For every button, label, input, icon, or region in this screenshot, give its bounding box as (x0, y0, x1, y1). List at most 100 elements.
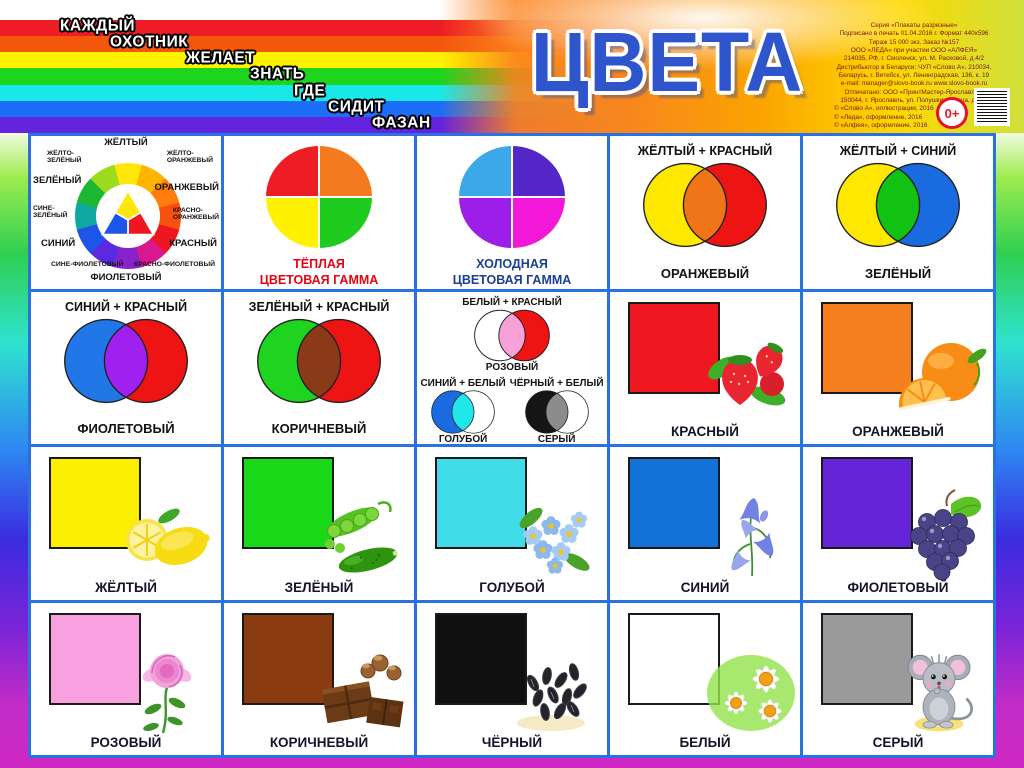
mix-formula: ЖЁЛТЫЙ + КРАСНЫЙ (637, 144, 773, 158)
wheel-label: ОРАНЖЕВЫЙ (154, 182, 219, 193)
card-label: СЕРЫЙ (872, 735, 924, 750)
publisher-line: Дистрибьютор в Беларуси: ЧУП «Слово А», … (836, 63, 992, 71)
mix-blue-white: СИНИЙ + БЕЛЫЙ ГОЛУБОЙ (420, 373, 505, 445)
copyright-line: © «Алфея», оформление, 2016 (834, 121, 928, 129)
cell-card-white: БЕЛЫЙ (610, 602, 800, 755)
publisher-line: Отпечатано: ООО «ПринтМастер-Ярославль», (844, 88, 984, 96)
cell-mix-green-red: ЗЕЛЁНЫЙ + КРАСНЫЙ КОРИЧНЕВЫЙ (224, 291, 414, 444)
color-square (821, 612, 913, 705)
color-square (242, 612, 334, 705)
publisher-line: e-mail: manager@slovo-book.ru www.slovo-… (840, 80, 988, 88)
color-square (628, 301, 720, 394)
header-glow (470, 0, 940, 70)
cell-card-orange: ОРАНЖЕВЫЙ (803, 291, 993, 444)
mix-formula: ЖЁЛТЫЙ + СИНИЙ (839, 144, 957, 158)
mix-formula: ЧЁРНЫЙ + БЕЛЫЙ (509, 377, 604, 389)
color-square (49, 457, 141, 549)
venn-diagram (64, 318, 188, 403)
rose-illustration (142, 654, 192, 734)
mix-black-white: ЧЁРНЫЙ + БЕЛЫЙ СЕРЫЙ (510, 373, 604, 445)
age-rating-badge: 0+ (936, 97, 968, 129)
wheel-label: КРАСНО- ОРАНЖЕВЫЙ (172, 207, 219, 222)
card-label: РОЗОВЫЙ (90, 735, 162, 750)
mnemonic-word: ГДЕ (294, 82, 326, 100)
wheel-label: ЗЕЛЁНЫЙ (33, 175, 82, 186)
chocolate-illustration (321, 654, 404, 728)
mix-formula: ЗЕЛЁНЫЙ + КРАСНЫЙ (248, 299, 390, 314)
color-square (628, 612, 720, 705)
card-label: ЧЁРНЫЙ (481, 735, 543, 750)
color-square (821, 457, 913, 549)
mnemonic-word: СИДИТ (328, 98, 385, 116)
warm-gamma-label: ТЁПЛАЯ ЦВЕТОВАЯ ГАММА (259, 257, 379, 288)
cell-card-lightblue: ГОЛУБОЙ (417, 447, 607, 600)
venn-diagram (524, 389, 589, 434)
mix-white-red: БЕЛЫЙ + КРАСНЫЙ РОЗОВЫЙ (462, 292, 562, 373)
daisies-illustration (707, 655, 795, 731)
mnemonic-word: ЗНАТЬ (250, 66, 305, 84)
publisher-line: Серия «Плакаты разрезные» (870, 22, 958, 29)
mix-result: ОРАНЖЕВЫЙ (660, 265, 750, 281)
cell-mix-yellow-blue: ЖЁЛТЫЙ + СИНИЙ ЗЕЛЁНЫЙ (803, 136, 993, 289)
wheel-label: ФИОЛЕТОВЫЙ (90, 272, 162, 283)
publisher-line: Тираж 15 000 экз. Заказ №157 (868, 38, 960, 46)
publisher-line: Беларусь, г. Витебск, ул. Ленинградская,… (838, 71, 990, 79)
card-label: СИНИЙ (680, 579, 730, 595)
cell-card-brown: КОРИЧНЕВЫЙ (224, 602, 414, 755)
publisher-line: ООО «ЛЕДА» при участии ООО «АЛФЕЯ» (850, 46, 978, 54)
primary-color-triangle (100, 188, 156, 236)
card-label: ЖЁЛТЫЙ (95, 579, 157, 595)
color-square (242, 457, 334, 549)
card-label: ГОЛУБОЙ (479, 579, 545, 595)
grapes-illustration (910, 488, 982, 580)
mix-formula: СИНИЙ + БЕЛЫЙ (420, 377, 506, 389)
cell-card-blue: СИНИЙ (610, 447, 800, 600)
cell-card-violet: ФИОЛЕТОВЫЙ (803, 447, 993, 600)
forget-me-nots-illustration (519, 507, 590, 574)
wheel-label: СИНИЙ (41, 238, 76, 249)
cell-card-red: КРАСНЫЙ (610, 291, 800, 444)
wheel-label: ЖЁЛТЫЙ (104, 137, 148, 148)
strawberries-illustration (708, 342, 786, 406)
barcode (974, 88, 1010, 126)
wheel-label: ЖЁЛТО- ОРАНЖЕВЫЙ (166, 150, 213, 165)
mix-result: ЗЕЛЁНЫЙ (864, 265, 932, 281)
venn-diagram (257, 318, 381, 403)
wheel-label: КРАСНЫЙ (169, 238, 217, 249)
cell-card-green: ЗЕЛЁНЫЙ (224, 447, 414, 600)
color-square (821, 301, 913, 394)
mnemonic-word: ОХОТНИК (110, 33, 189, 51)
color-wheel: ЖЁЛТЫЙ ЖЁЛТО- ЗЕЛЁНЫЙ ЖЁЛТО- ОРАНЖЕВЫЙ З… (31, 136, 221, 289)
color-wheel-ring (75, 163, 181, 269)
card-label: ФИОЛЕТОВЫЙ (847, 579, 949, 595)
mix-result: СЕРЫЙ (537, 433, 576, 445)
mix-result: РОЗОВЫЙ (485, 361, 539, 373)
card-label: КРАСНЫЙ (671, 424, 739, 439)
bellflowers-illustration (731, 497, 774, 576)
publisher-line: Подписано в печать 01.04.2016 г. Формат … (839, 30, 989, 38)
color-square (435, 457, 527, 549)
cell-card-yellow: ЖЁЛТЫЙ (31, 447, 221, 600)
lemons-illustration (126, 508, 210, 565)
color-square (49, 612, 141, 705)
page-title: ЦВЕТА (530, 15, 804, 109)
wheel-label: ЖЁЛТО- ЗЕЛЁНЫЙ (47, 150, 82, 165)
mix-formula: БЕЛЫЙ + КРАСНЫЙ (462, 296, 562, 308)
cold-gamma-circle (459, 146, 565, 248)
mouse-illustration (907, 654, 973, 732)
venn-diagram (431, 389, 495, 434)
copyright-line: © «Слово А», иллюстрации, 2016 (834, 105, 934, 113)
color-square (435, 612, 527, 705)
copyright-line: © «Леда», оформление, 2016 (834, 113, 923, 121)
cell-mix-pastels: БЕЛЫЙ + КРАСНЫЙ РОЗОВЫЙ СИНИЙ + БЕЛЫЙ (417, 291, 607, 445)
card-label: КОРИЧНЕВЫЙ (269, 735, 369, 750)
mix-result: ФИОЛЕТОВЫЙ (77, 421, 175, 436)
cell-card-gray: СЕРЫЙ (803, 602, 993, 755)
warm-gamma-circle (266, 146, 372, 248)
venn-diagram (643, 162, 767, 248)
cell-card-pink: РОЗОВЫЙ (31, 602, 221, 755)
mnemonic-word: КАЖДЫЙ (60, 17, 136, 35)
card-label: БЕЛЫЙ (679, 735, 731, 750)
wheel-label: КРАСНО-ФИОЛЕТОВЫЙ (133, 261, 215, 268)
